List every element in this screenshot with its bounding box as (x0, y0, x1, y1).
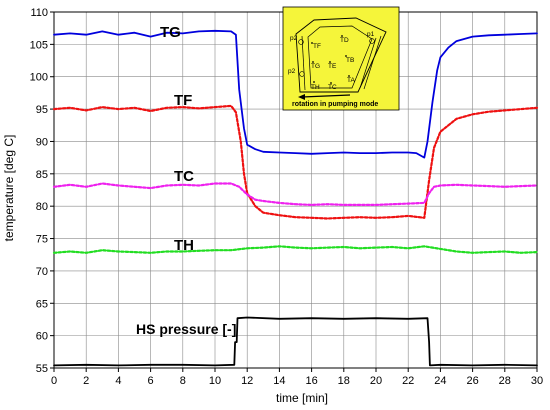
inset-label-tg: TG (311, 63, 320, 70)
series-label-th: TH (174, 237, 194, 254)
inset-valve-p2-upper (298, 39, 304, 45)
x-tick-label: 10 (209, 375, 221, 387)
x-axis-ticks: 0 2 4 6 8 10 12 14 16 18 20 22 24 26 28 30 (51, 368, 543, 387)
x-tick-label: 2 (83, 375, 89, 387)
y-tick-label: 60 (36, 331, 48, 343)
x-tick-label: 8 (180, 375, 186, 387)
y-tick-label: 100 (30, 72, 48, 84)
inset-label-p2-upper: p2 (290, 35, 298, 42)
y-tick-label: 85 (36, 169, 48, 181)
x-tick-label: 30 (531, 375, 543, 387)
x-tick-label: 28 (499, 375, 511, 387)
y-tick-label: 75 (36, 234, 48, 246)
inset-label-te: TE (328, 63, 337, 70)
inset-left-wall (301, 35, 306, 91)
x-tick-label: 18 (338, 375, 350, 387)
x-tick-label: 22 (402, 375, 414, 387)
inset-right-wall (359, 37, 377, 89)
y-tick-label: 70 (36, 266, 48, 278)
inset-label-tb: TB (346, 57, 354, 64)
series-line-tg (53, 29, 538, 159)
inset-rotation-arrowhead (298, 94, 305, 100)
x-tick-label: 16 (305, 375, 317, 387)
series-line-th (52, 245, 539, 254)
inset-caption: rotation in pumping mode (292, 101, 378, 108)
inset-label-tc: TC (328, 84, 337, 91)
x-tick-label: 24 (434, 375, 446, 387)
inset-point-td (341, 35, 343, 37)
inset-label-ta: TA (347, 77, 355, 84)
x-tick-label: 0 (51, 375, 57, 387)
inset-label-p2-lower: p2 (288, 68, 296, 75)
inset-point-tf (311, 42, 313, 44)
inset-point-th (313, 81, 315, 83)
inset-right-wall-2 (363, 35, 382, 90)
inset-point-tc (330, 82, 332, 84)
series-label-hs-pressure: HS pressure [-] (136, 321, 236, 337)
x-axis-label: time [min] (276, 391, 328, 405)
series-line-tf (52, 104, 539, 220)
x-tick-label: 26 (466, 375, 478, 387)
inset-point-ta (348, 75, 350, 77)
inset-background (282, 6, 400, 111)
x-tick-label: 12 (241, 375, 253, 387)
y-axis-label: temperature [deg C] (2, 135, 16, 242)
inset-label-th: TH (311, 84, 320, 91)
series-label-tc: TC (174, 168, 194, 185)
inset-point-te (329, 61, 331, 63)
y-tick-label: 105 (30, 39, 48, 51)
y-axis-ticks: 55 60 65 70 75 80 85 90 95 100 105 110 (30, 7, 54, 375)
inset-point-tb (345, 55, 347, 57)
series-line-tc (52, 182, 539, 206)
inset-label-tf: TF (313, 43, 321, 50)
inset-valve-p1 (369, 38, 375, 44)
series-label-tf: TF (174, 92, 192, 109)
y-tick-label: 95 (36, 104, 48, 116)
y-tick-label: 65 (36, 298, 48, 310)
x-tick-label: 14 (273, 375, 285, 387)
x-tick-label: 4 (115, 375, 121, 387)
inset-inner-cavity (307, 25, 373, 89)
y-tick-label: 80 (36, 201, 48, 213)
inset-label-td: TD (340, 37, 349, 44)
series-label-tg: TG (160, 24, 181, 41)
inset-valve-p2-lower (299, 71, 305, 77)
inset-outer-casing (295, 17, 387, 93)
inset-point-tg (312, 61, 314, 63)
x-tick-label: 20 (370, 375, 382, 387)
inset-rotation-arrow (301, 94, 351, 98)
y-tick-label: 90 (36, 136, 48, 148)
y-tick-label: 110 (30, 7, 48, 19)
pump-schematic-inset: p2 p2 p1 TF TD TG TE TB TH TC TA rotatio… (282, 6, 400, 111)
series-lines (52, 29, 539, 367)
series-line-hs-pressure (53, 316, 538, 367)
x-tick-label: 6 (148, 375, 154, 387)
inset-label-p1: p1 (367, 31, 375, 38)
y-tick-label: 55 (36, 363, 48, 375)
